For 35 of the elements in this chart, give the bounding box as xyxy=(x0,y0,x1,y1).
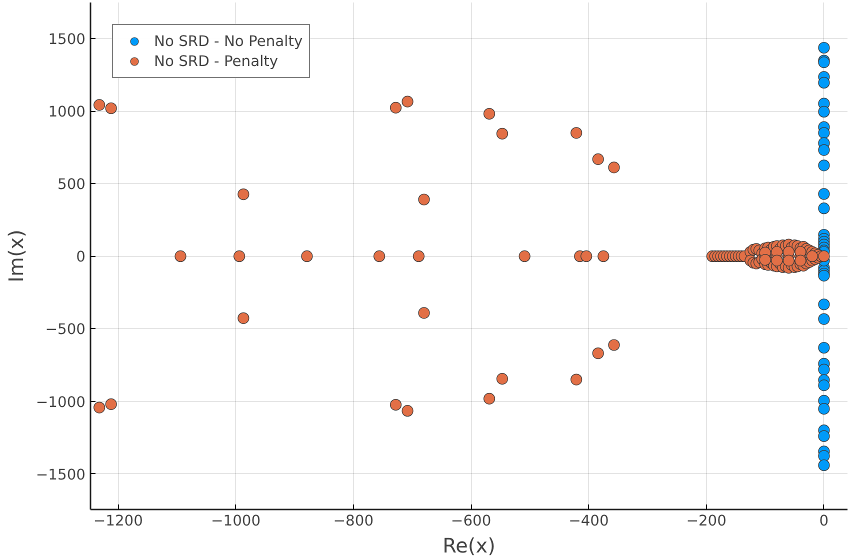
point xyxy=(818,459,830,472)
y-tick-label: −1000 xyxy=(36,394,86,411)
y-tick-label: 0 xyxy=(76,248,86,266)
point xyxy=(818,144,830,156)
x-tick-label: −400 xyxy=(568,512,609,530)
x-tick-label: −1200 xyxy=(93,512,143,530)
point xyxy=(818,380,830,392)
point xyxy=(818,76,830,89)
y-tick-label: 1000 xyxy=(48,104,86,121)
point xyxy=(818,42,830,54)
x-tick-label: −800 xyxy=(333,512,374,530)
y-tick-label: 500 xyxy=(58,176,86,194)
point xyxy=(818,430,830,442)
point xyxy=(818,188,830,200)
point xyxy=(818,160,830,172)
point xyxy=(818,298,830,310)
point xyxy=(818,364,830,376)
x-axis-title: Re(x) xyxy=(442,534,496,558)
x-tick-label: −1000 xyxy=(210,512,261,530)
x-tick-label: −600 xyxy=(450,512,492,530)
legend-label: No SRD - No Penalty xyxy=(154,32,303,50)
point xyxy=(818,202,830,214)
y-tick-label: −1500 xyxy=(36,466,86,484)
x-tick-label: 0 xyxy=(819,512,829,530)
y-axis-title: Im(x) xyxy=(4,230,28,282)
point xyxy=(818,342,830,354)
x-tick-label: −200 xyxy=(686,512,726,530)
y-tick-label: −500 xyxy=(45,321,86,338)
point xyxy=(818,313,830,325)
point xyxy=(818,106,830,118)
point xyxy=(818,403,830,415)
point xyxy=(818,127,830,139)
legend-label: No SRD - Penalty xyxy=(154,52,278,70)
y-tick-label: 1500 xyxy=(48,31,86,48)
point xyxy=(818,450,830,462)
